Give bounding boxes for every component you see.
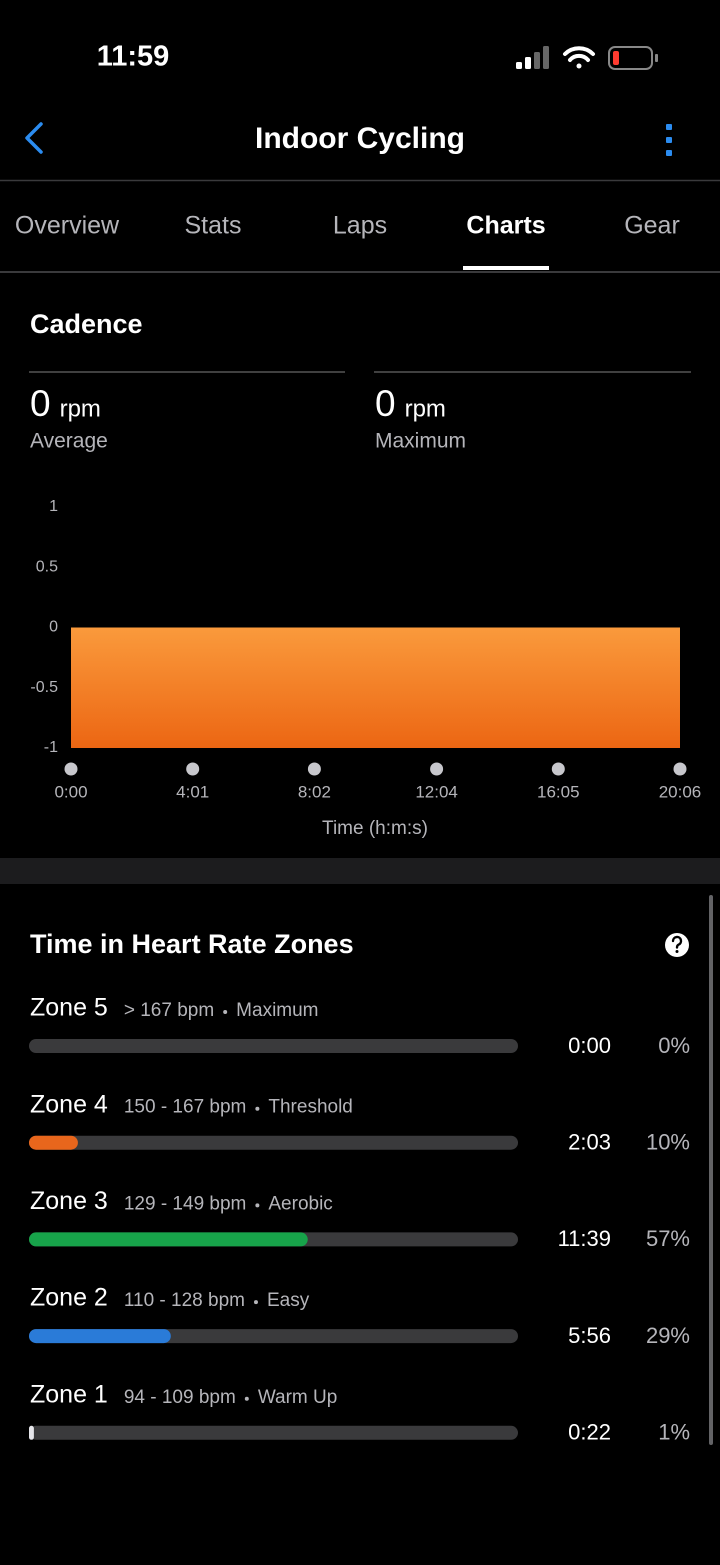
bar-track [29, 1425, 518, 1440]
zone-time: 0:22 [568, 1420, 611, 1445]
separator-dot [255, 1106, 260, 1111]
zone-name: Zone 3 [30, 1187, 108, 1215]
more-menu[interactable] [666, 124, 672, 156]
help-button[interactable] [665, 933, 689, 957]
x-tick-dot [64, 762, 78, 776]
zone-percent: 1% [658, 1420, 690, 1445]
zone-percent: 29% [646, 1323, 690, 1348]
zone-percent: 10% [646, 1130, 690, 1155]
zone-range: 94 - 109 bpm [124, 1387, 236, 1408]
zones: Zone 5 > 167 bpm Maximum 0:00 0% Zone 4 150 - … [29, 994, 690, 1445]
x-tick-dot [307, 762, 321, 776]
bar-track [29, 1039, 518, 1053]
tab[interactable]: Charts [466, 212, 545, 240]
status-time: 11:59 [97, 41, 170, 73]
separator-dot [253, 1300, 258, 1305]
separator-dot [244, 1396, 249, 1401]
scrollbar [709, 895, 713, 1445]
x-tick-label: 0:00 [54, 782, 87, 801]
zone-description: Maximum [236, 1000, 318, 1021]
stat-unit: rpm [405, 395, 446, 422]
signal-icon [516, 46, 549, 69]
back-button[interactable] [25, 122, 43, 154]
zone-description: Threshold [268, 1097, 353, 1118]
zone-description: Aerobic [268, 1193, 332, 1214]
section-title: Time in Heart Rate Zones [30, 929, 354, 959]
x-tick-dot [186, 762, 200, 776]
tab[interactable]: Gear [624, 212, 680, 240]
tab[interactable]: Stats [185, 212, 242, 240]
tab[interactable]: Overview [15, 212, 120, 240]
tab-bar: Overview Stats Laps Charts Gear [15, 212, 680, 240]
x-tick-dot [430, 762, 444, 776]
x-axis-label: Time (h:m:s) [322, 818, 428, 839]
zone-range: 150 - 167 bpm [124, 1097, 247, 1118]
x-tick-label: 20:06 [659, 782, 702, 801]
bar-track [29, 1135, 518, 1150]
battery-icon [608, 46, 658, 70]
y-tick-label: 0 [49, 619, 58, 636]
section-title: Cadence [30, 309, 143, 339]
separator-dot [223, 1010, 228, 1014]
stat-label: Average [30, 430, 108, 453]
stat-label: Maximum [375, 430, 466, 453]
zone-percent: 0% [658, 1033, 690, 1058]
x-tick-dot [551, 762, 565, 776]
x-tick-label: 12:04 [415, 782, 458, 801]
tab[interactable]: Laps [333, 212, 387, 240]
cadence-chart: 1 0.5 0 -0.5 -1 0:00 4:01 8:02 12:04 16:05 20:06 [30, 498, 701, 801]
stat-value: 0 [30, 383, 51, 424]
bar [29, 1135, 78, 1150]
zone-time: 11:39 [558, 1226, 611, 1251]
zone-name: Zone 5 [30, 994, 108, 1022]
separator-dot [255, 1203, 260, 1208]
stat-value: 0 [375, 383, 396, 424]
zone-range: 129 - 149 bpm [124, 1193, 247, 1214]
zone-time: 0:00 [568, 1033, 611, 1058]
bar [29, 1329, 171, 1344]
x-tick-label: 4:01 [176, 782, 209, 801]
area [71, 627, 680, 748]
stat-unit: rpm [60, 395, 101, 422]
x-tick-label: 16:05 [537, 782, 580, 801]
zone-range: 110 - 128 bpm [124, 1290, 245, 1311]
y-tick-label: 1 [49, 498, 58, 515]
zone-description: Easy [267, 1290, 310, 1311]
zone-name: Zone 1 [30, 1380, 108, 1408]
bar [29, 1425, 34, 1440]
stats: 0 rpm Average 0 rpm Maximum [30, 383, 466, 453]
zone-name: Zone 2 [30, 1284, 108, 1312]
active-tab-indicator [463, 266, 549, 270]
section-separator [0, 858, 720, 884]
zone-description: Warm Up [258, 1387, 338, 1408]
x-tick-dot [673, 762, 687, 776]
zone-time: 2:03 [568, 1130, 611, 1155]
wifi-icon [563, 46, 595, 69]
y-tick-label: 0.5 [36, 558, 58, 575]
zone-range: > 167 bpm [124, 1000, 214, 1021]
zone-time: 5:56 [568, 1323, 611, 1348]
zone-percent: 57% [646, 1226, 690, 1251]
screen-title: Indoor Cycling [255, 122, 465, 155]
zone-name: Zone 4 [30, 1090, 108, 1118]
y-tick-label: -1 [44, 739, 58, 756]
x-tick-label: 8:02 [298, 782, 331, 801]
bar [29, 1232, 308, 1247]
y-tick-label: -0.5 [30, 679, 58, 696]
